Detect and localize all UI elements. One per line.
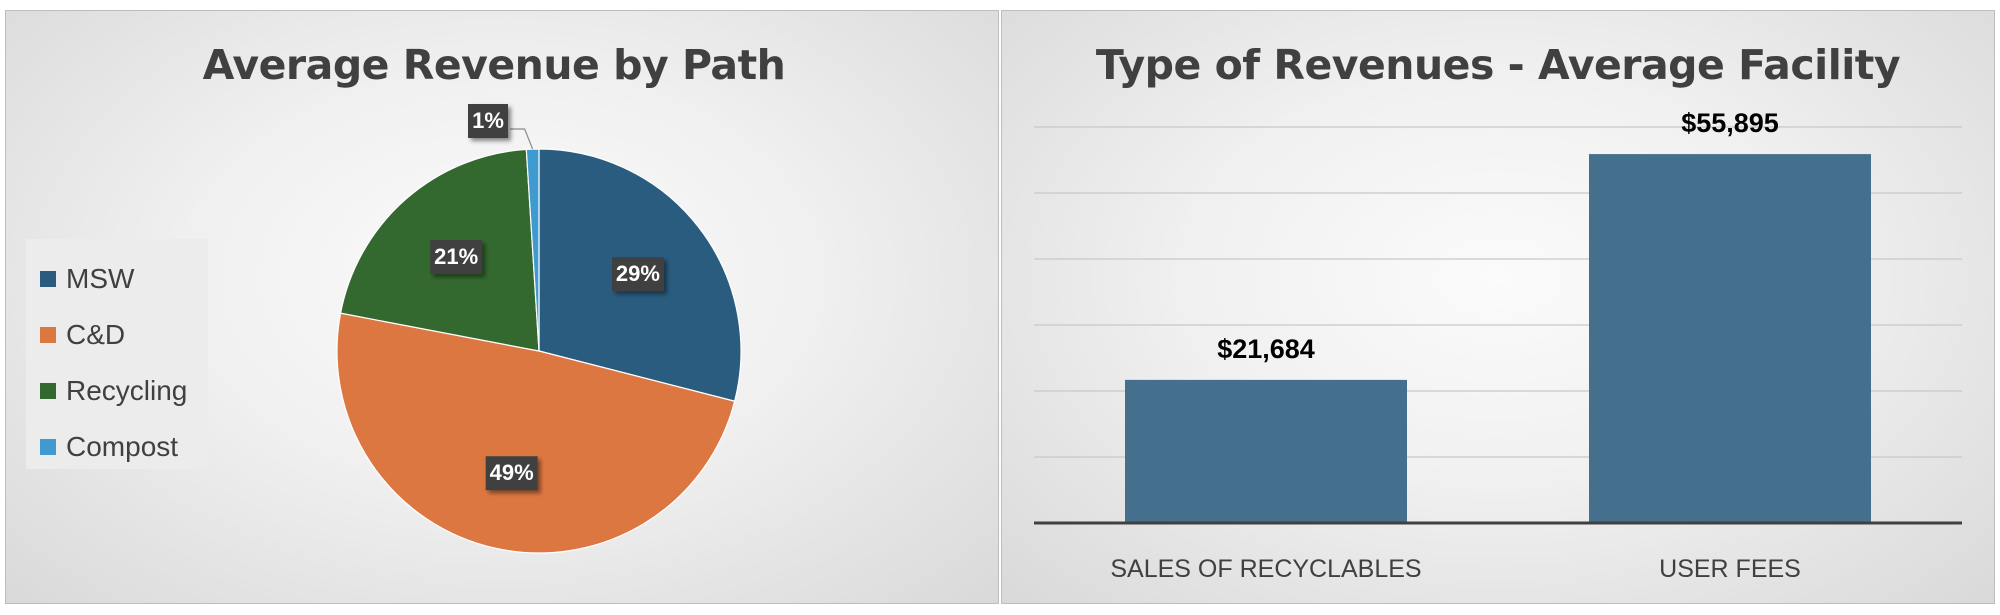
legend-label-recycling: Recycling [66,375,188,406]
x-tick-label-sales-of-recyclables: SALES OF RECYCLABLES [1110,555,1421,583]
bar-user-fees [1589,154,1871,523]
pie-data-label-c-d: 49% [490,460,534,485]
bar-sales-of-recyclables [1125,379,1407,523]
pie-data-label-box-compost [468,104,508,138]
legend-item-msw: MSW [26,251,208,307]
x-tick-label-user-fees: USER FEES [1659,555,1801,583]
bar-chart: $21,684 SALES OF RECYCLABLES $55,895 USER F… [1034,108,1962,583]
pie-data-label-box-msw [611,257,664,292]
bar-chart-title: Type of Revenues - Average Facility [1095,41,1901,89]
pie-data-label-compost: 1% [472,108,504,133]
legend-swatch-compost [40,439,56,455]
pie-legend: MSW C&D Recycling Compost [26,239,208,469]
legend-swatch-c-d [40,327,56,343]
pie-slice-c-d [336,312,736,554]
pie-data-label-box-recycling [430,240,483,275]
legend-swatch-recycling [40,383,56,399]
legend-item-c-d: C&D [26,307,208,363]
legend-label-c-d: C&D [66,319,126,350]
legend-item-compost: Compost [26,419,208,475]
pie-data-label-box-c-d [485,456,538,491]
legend-label-msw: MSW [66,263,135,294]
pie-data-label-recycling: 21% [434,244,478,269]
bar-chart-panel: Type of Revenues - Average Facility $21,… [1001,10,1995,604]
legend-swatch-msw [40,271,56,287]
legend-label-compost: Compost [66,431,179,462]
legend-item-recycling: Recycling [26,363,208,419]
bar-data-label-sales-of-recyclables: $21,684 [1217,334,1315,364]
pie-chart: 29% 49% 21% 1% [336,104,742,554]
pie-data-label-msw: 29% [616,261,660,286]
pie-chart-title: Average Revenue by Path [202,41,786,89]
pie-slice-compost [525,148,540,352]
pie-callout-line-compost [510,128,534,150]
bar-data-label-user-fees: $55,895 [1681,108,1779,138]
pie-chart-panel: Average Revenue by Path 29% 49% 21% 1% MSW C… [5,10,999,604]
